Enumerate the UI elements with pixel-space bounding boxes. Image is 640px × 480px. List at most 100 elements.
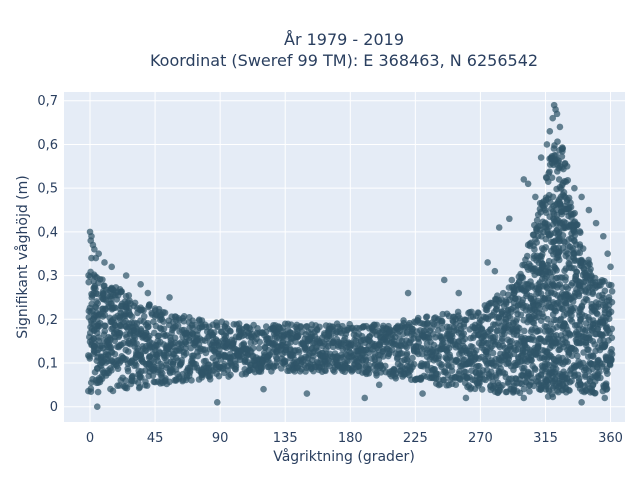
data-point	[361, 394, 369, 402]
data-point	[553, 110, 561, 118]
data-point	[600, 232, 607, 240]
data-point	[85, 278, 92, 286]
data-point	[599, 360, 606, 368]
data-point	[571, 184, 578, 192]
data-point	[510, 289, 518, 297]
data-point	[171, 334, 179, 342]
data-point	[296, 368, 304, 375]
data-point	[470, 356, 478, 364]
data-point	[574, 352, 581, 360]
data-point	[174, 322, 182, 329]
data-point	[440, 376, 447, 384]
data-point	[438, 361, 445, 368]
data-point	[553, 266, 560, 274]
data-point	[388, 331, 396, 339]
data-point	[583, 296, 591, 304]
data-point	[143, 382, 151, 389]
data-point	[568, 352, 576, 359]
data-point	[169, 360, 177, 368]
data-point	[138, 374, 145, 381]
data-point	[149, 372, 157, 379]
data-point	[498, 308, 506, 315]
data-point	[321, 366, 329, 374]
data-point	[230, 339, 237, 347]
data-point	[145, 302, 153, 310]
data-point	[132, 361, 140, 369]
data-point	[524, 180, 532, 188]
data-point	[589, 337, 597, 345]
data-point	[109, 387, 117, 395]
data-point	[348, 325, 355, 332]
data-point	[607, 349, 614, 356]
data-point	[450, 337, 457, 345]
data-point	[166, 294, 173, 301]
data-point	[210, 329, 218, 336]
data-point	[536, 327, 543, 334]
data-point	[129, 372, 136, 380]
data-point	[111, 304, 118, 311]
data-point	[507, 305, 515, 313]
x-tick-label: 180	[338, 431, 363, 446]
data-point	[144, 289, 152, 297]
data-point	[380, 353, 387, 360]
data-point	[608, 298, 616, 306]
data-point	[180, 317, 188, 325]
data-point	[607, 263, 614, 271]
data-point	[440, 345, 448, 353]
x-tick-label: 270	[468, 431, 493, 446]
data-point	[550, 305, 558, 312]
data-point	[123, 384, 131, 392]
data-point	[545, 232, 553, 239]
data-point	[105, 333, 112, 341]
data-point	[607, 354, 615, 362]
data-points	[85, 101, 616, 411]
data-point	[570, 227, 578, 235]
data-point	[215, 352, 223, 360]
data-point	[532, 193, 539, 201]
data-point	[455, 289, 463, 297]
data-point	[409, 363, 416, 371]
data-point	[456, 314, 463, 322]
data-point	[111, 322, 119, 329]
data-point	[513, 316, 521, 323]
data-point	[493, 313, 500, 321]
data-point	[166, 378, 173, 386]
data-point	[478, 386, 486, 393]
data-point	[562, 323, 570, 330]
data-point	[607, 308, 615, 316]
data-point	[316, 323, 323, 331]
data-point	[484, 259, 491, 266]
data-point	[554, 138, 561, 145]
data-point	[532, 366, 539, 373]
data-point	[435, 352, 443, 360]
data-point	[146, 332, 153, 340]
data-point	[227, 328, 234, 335]
data-point	[329, 339, 336, 347]
data-point	[577, 316, 584, 323]
data-point	[227, 371, 234, 379]
y-tick-label: 0,3	[37, 269, 58, 284]
data-point	[108, 263, 116, 271]
data-point	[94, 388, 102, 396]
data-point	[456, 368, 463, 375]
data-point	[556, 201, 564, 209]
y-tick-label: 0	[50, 400, 58, 415]
data-point	[520, 385, 528, 393]
data-point	[592, 219, 600, 227]
data-point	[95, 337, 102, 344]
data-point	[506, 215, 513, 223]
data-point	[144, 319, 152, 327]
data-point	[476, 380, 483, 387]
data-point	[392, 375, 400, 382]
data-point	[91, 246, 98, 253]
data-point	[571, 304, 578, 312]
data-point	[537, 154, 545, 161]
x-axis-ticks: 0 45 90 135 180 225 270 315 360	[86, 431, 623, 446]
data-point	[478, 326, 486, 333]
data-point	[99, 276, 106, 283]
y-tick-label: 0,2	[37, 313, 58, 328]
data-point	[256, 338, 264, 346]
data-point	[591, 274, 599, 282]
data-point	[578, 193, 585, 201]
data-point	[558, 153, 566, 160]
